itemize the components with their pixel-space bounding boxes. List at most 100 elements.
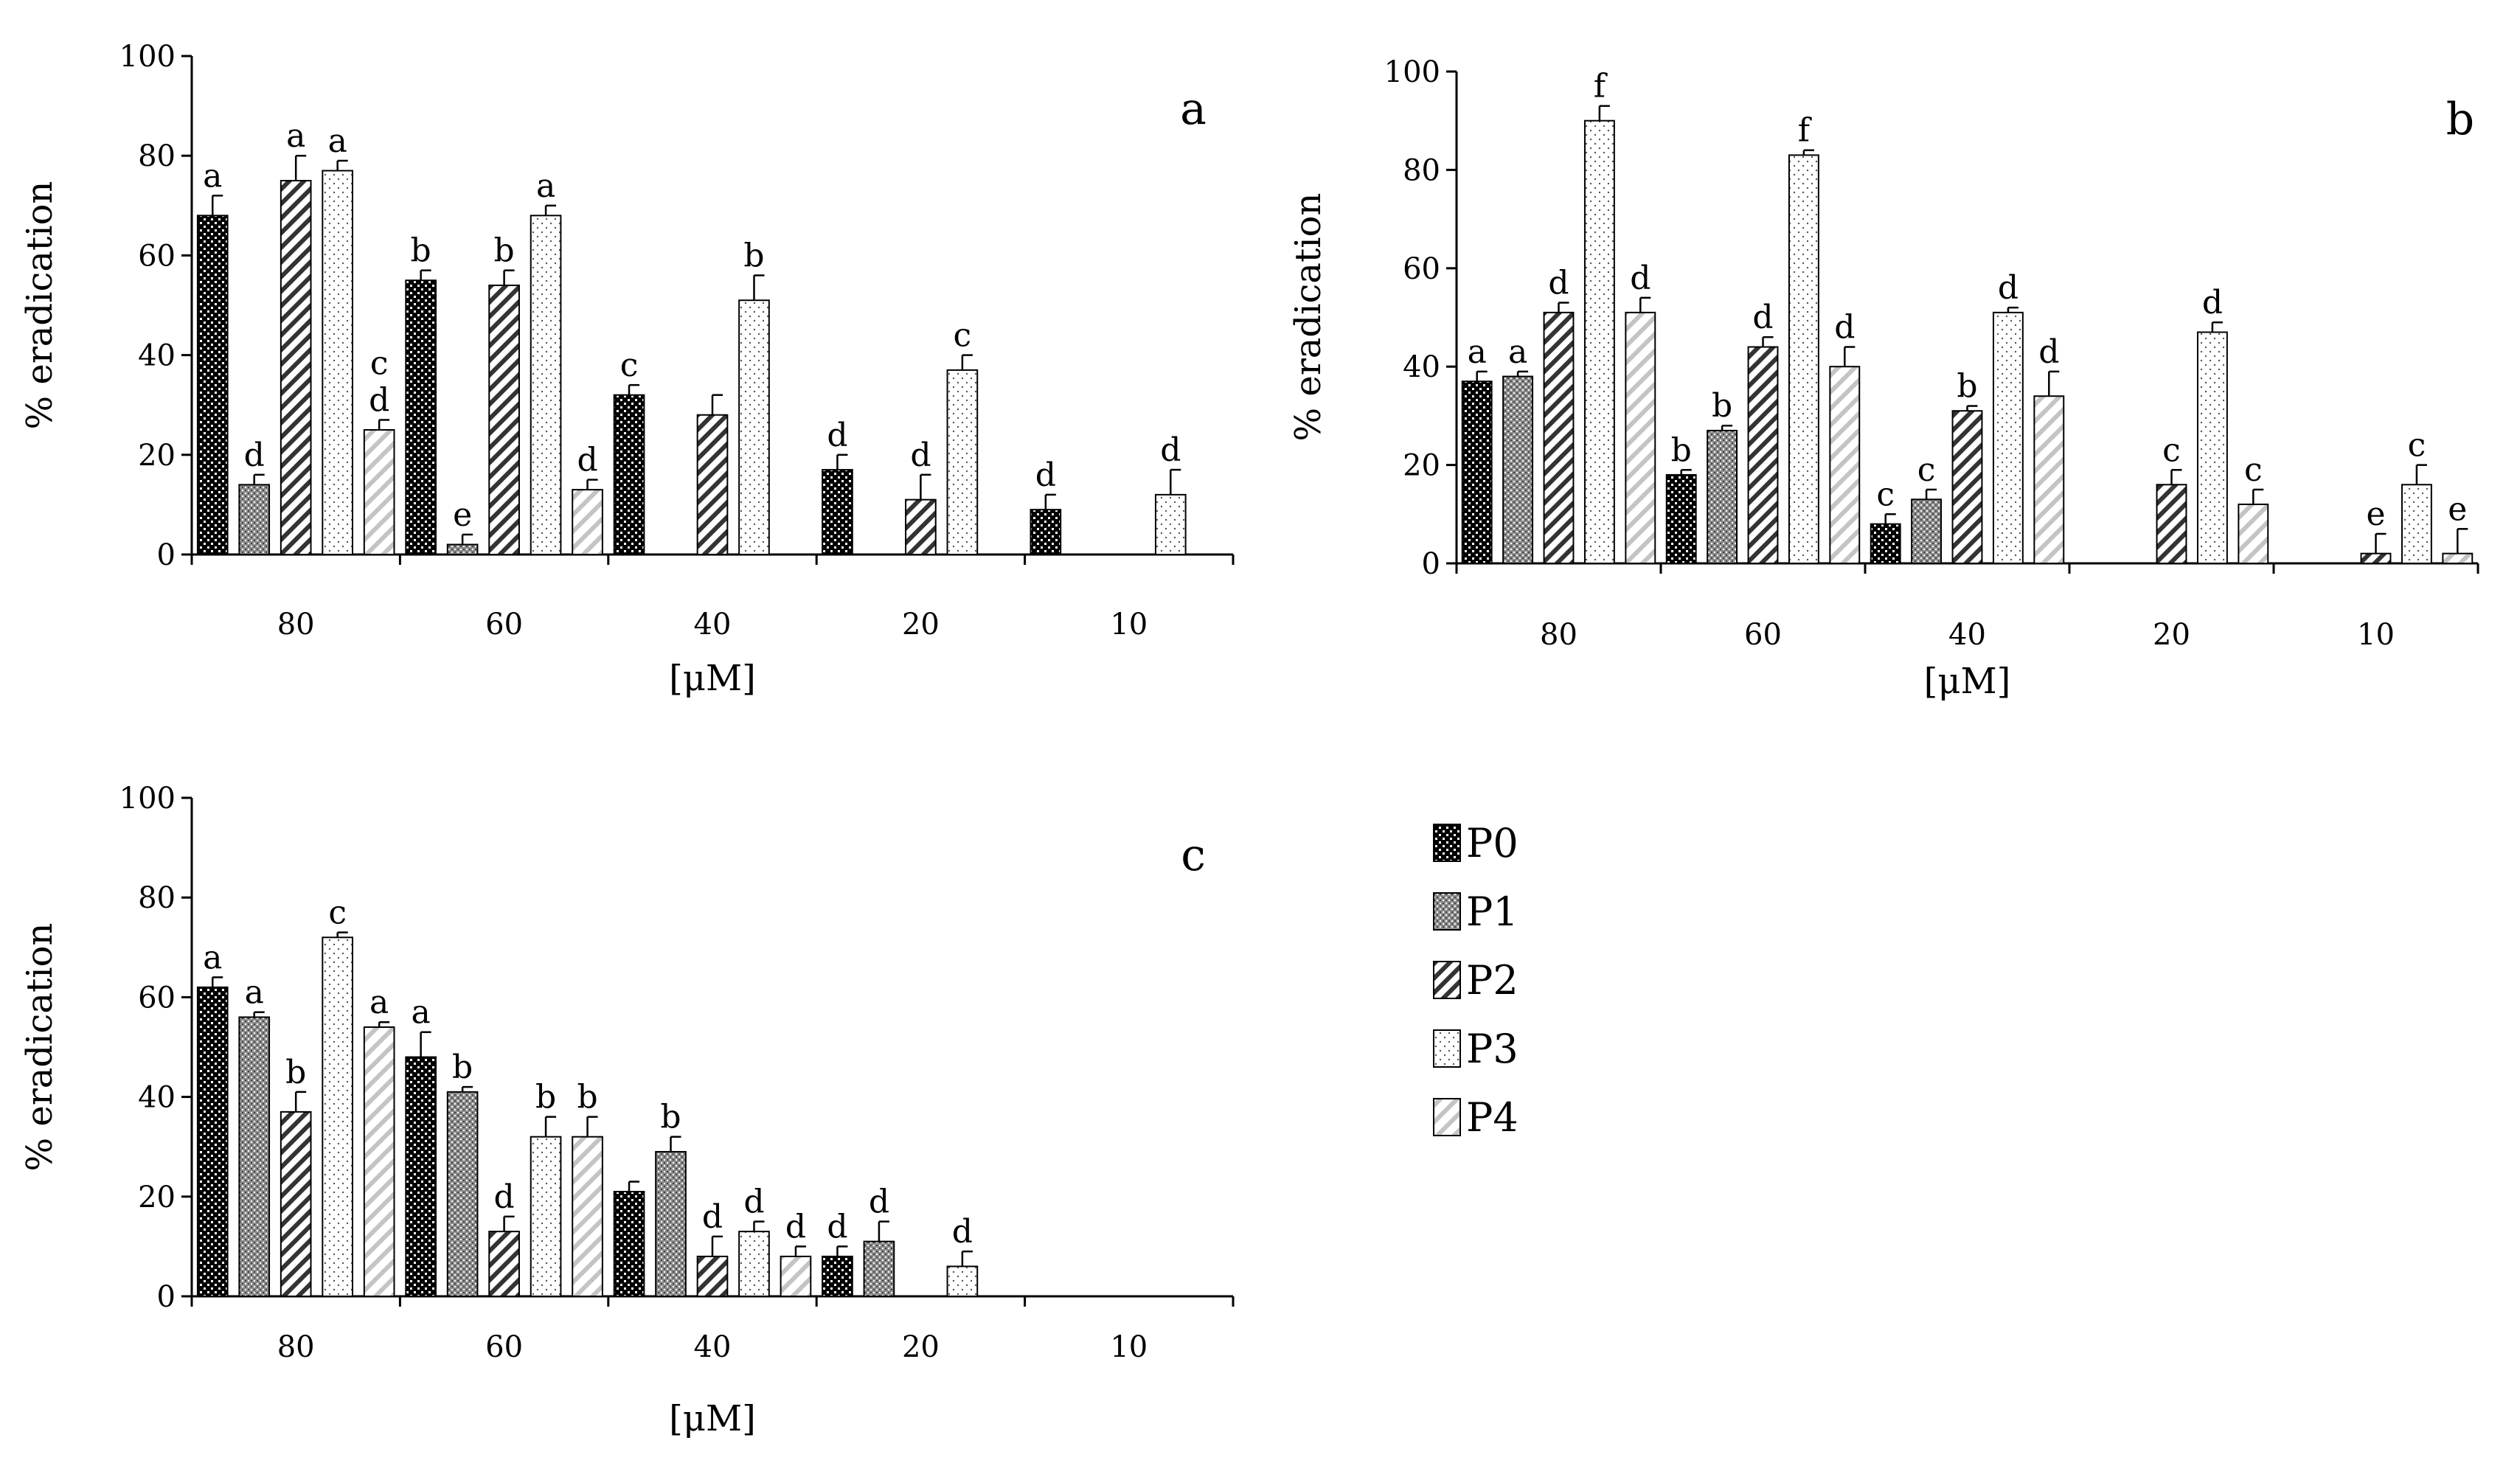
significance-letter: d [1834,309,1855,347]
y-tick-label: 60 [138,239,176,273]
significance-letter: d [910,437,931,474]
x-tick-label: 80 [277,608,315,642]
x-axis-title: [μM] [669,658,756,699]
bar [2442,552,2474,564]
significance-letter: c [370,344,389,382]
significance-letter: a [1508,333,1527,371]
legend-label-p1: P1 [1466,889,1518,935]
significance-letter: c [2408,427,2426,465]
significance-letter: e [2448,490,2467,528]
significance-letter: a [203,157,222,195]
legend-label-p3: P3 [1466,1026,1518,1072]
significance-letter: d [1548,264,1569,302]
y-tick-label: 0 [1422,547,1440,581]
significance-letter: a [1468,333,1487,371]
bar [530,1136,562,1298]
legend-swatch-p3 [1433,1029,1461,1068]
significance-letter: b [494,232,515,270]
bar [1992,311,2024,564]
x-tick-label: 60 [485,608,523,642]
significance-letter: d [743,1183,764,1221]
bar [1788,154,1819,564]
significance-letter: b [743,237,764,274]
bar [1911,498,1943,564]
significance-letter: d [369,381,389,419]
panel-label: c [1181,830,1206,881]
y-tick-label: 40 [138,1081,176,1115]
legend: P0 P1 P2 P3 P4 [1433,820,1518,1141]
significance-letter: d [494,1178,515,1216]
x-tick-label: 10 [2357,618,2395,652]
bar [363,1026,395,1297]
legend-label-p4: P4 [1466,1094,1518,1141]
bar [280,180,312,555]
bar [1747,346,1779,564]
bar [238,1016,271,1297]
bar [905,498,937,556]
y-tick-label: 80 [138,881,176,915]
significance-letter: e [453,496,472,534]
significance-letter: d [702,1198,723,1236]
significance-letter: d [1035,456,1056,494]
significance-letter: b [1671,431,1692,469]
x-axis-title: [μM] [669,1398,756,1439]
bar [2196,331,2228,564]
significance-letter: a [536,167,555,205]
bar [946,1265,979,1297]
bar [1583,119,1615,564]
significance-letter: c [954,317,972,355]
bar [196,986,229,1297]
bar [322,170,354,556]
bar [446,1091,479,1297]
y-tick-label: 20 [1403,449,1440,483]
y-axis-title: % eradication [19,923,60,1172]
significance-letter: b [577,1079,597,1116]
significance-letter: d [785,1208,806,1245]
bar [530,215,562,555]
significance-letter: a [412,994,431,1032]
significance-letter: d [244,437,265,474]
bar [488,1231,520,1297]
bar [2238,503,2269,565]
x-tick-label: 10 [1110,608,1148,642]
significance-letter: b [285,1054,306,1091]
significance-letter: a [369,984,389,1021]
bar [1707,429,1738,564]
significance-letter: d [952,1213,973,1251]
significance-letter: c [1917,451,1936,489]
significance-letter: c [620,347,639,384]
bar [405,1056,437,1298]
y-tick-label: 0 [157,538,176,572]
x-tick-label: 80 [277,1330,315,1364]
bar [488,284,520,555]
bar [280,1110,312,1297]
bar [322,936,354,1298]
bar [863,1240,895,1298]
significance-letter: f [1798,112,1812,150]
bar [822,469,853,556]
significance-letter: d [1630,260,1651,297]
x-tick-label: 40 [1948,618,1986,652]
y-tick-label: 100 [1384,55,1440,89]
y-tick-label: 40 [138,339,176,373]
bar [572,489,603,555]
x-tick-label: 20 [2153,618,2190,652]
significance-letter: f [1594,68,1608,105]
bar [446,543,479,555]
bar [572,1136,603,1298]
y-tick-label: 20 [138,439,176,473]
bar [238,484,271,555]
y-tick-label: 60 [138,981,176,1015]
x-axis-title: [μM] [1924,661,2011,702]
significance-letter: d [827,417,847,454]
panel-label: b [2446,94,2474,145]
x-tick-label: 20 [902,1330,940,1364]
bar [1829,366,1861,564]
legend-label-p0: P0 [1466,820,1518,866]
x-tick-label: 40 [694,608,732,642]
